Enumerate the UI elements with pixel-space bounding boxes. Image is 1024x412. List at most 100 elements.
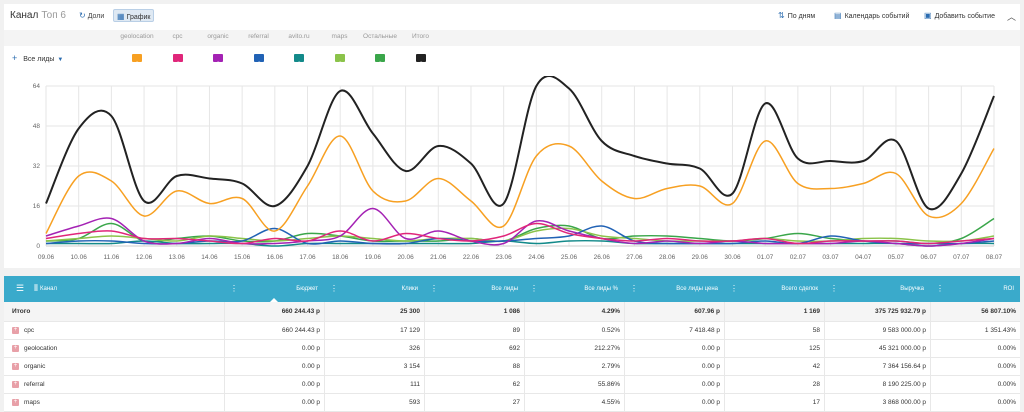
legend-swatch[interactable]	[415, 54, 426, 65]
table-cell: 692	[424, 340, 524, 357]
column-menu-icon[interactable]: ⋮	[330, 284, 338, 293]
series-toggle-icon	[174, 61, 181, 65]
legend-swatch[interactable]	[294, 54, 304, 65]
cell-value: 25 300	[400, 308, 420, 315]
cell-value: 1 169	[803, 308, 820, 315]
column-menu-icon[interactable]: ⋮	[830, 284, 838, 293]
expand-icon[interactable]: +	[12, 344, 19, 352]
add-icon[interactable]: +	[12, 53, 18, 63]
collapse-icon[interactable]: ︿	[1006, 12, 1016, 22]
cell-value: 4.29%	[601, 308, 620, 315]
column-header[interactable]: ⋮ Все лиды %	[524, 276, 624, 302]
column-menu-icon[interactable]: ⋮	[230, 284, 238, 293]
table-total-row[interactable]: Итого 660 244.43 р 25 300 1 086 4.29% 607.96 …	[4, 302, 1020, 322]
x-tick-label: 09.06	[38, 254, 55, 261]
cell-value: 3 154	[403, 363, 420, 370]
cell-value: 42	[812, 363, 820, 370]
column-header-label: Всего сделок	[781, 286, 818, 292]
column-header-label: Все лиды цена	[676, 286, 718, 292]
column-header[interactable]: ⋮ Клики	[324, 276, 424, 302]
legend-header	[4, 30, 1020, 46]
cell-value: 58	[812, 327, 820, 334]
table-cell: 660 244.43 р	[224, 302, 324, 321]
cell-value: 1 351.43%	[984, 327, 1016, 334]
cell-value: 56 807.10%	[981, 308, 1016, 315]
add-event-button[interactable]: ▣ Добавить событие	[924, 11, 995, 20]
legend-swatch[interactable]	[213, 54, 223, 65]
column-header[interactable]: ⋮ Выручка	[824, 276, 930, 302]
expand-icon[interactable]: +	[12, 398, 19, 406]
cell-value: 0.00 р	[701, 363, 720, 370]
x-tick-label: 03.07	[822, 254, 839, 261]
cell-value: 55.86%	[597, 381, 620, 388]
series-toggle-icon	[376, 61, 384, 65]
table-cell: 25 300	[324, 302, 424, 321]
table-cell: 56 807.10%	[930, 302, 1020, 321]
x-tick-label: 06.07	[920, 254, 937, 261]
column-header-label: Выручка	[900, 286, 924, 292]
column-menu-icon[interactable]: ⋮	[630, 284, 638, 293]
table-cell: 0.00 р	[624, 358, 724, 375]
cell-value: 111	[410, 381, 420, 388]
shares-button[interactable]: ↻ Доли	[76, 9, 107, 22]
data-table: ☰ ⦀ Канал ⋮ Бюджет ⋮ Клики ⋮ Все лиды ⋮ Все лиды…	[4, 276, 1020, 412]
expand-icon[interactable]: +	[12, 326, 19, 334]
table-cell: 42	[724, 358, 824, 375]
legend-label: avito.ru	[288, 33, 310, 40]
cell-value: 692	[509, 345, 520, 352]
cell-value: maps	[24, 399, 40, 406]
calendar-button[interactable]: ▤ Календарь событий	[834, 11, 909, 20]
column-header[interactable]: ⋮ Бюджет	[224, 276, 324, 302]
columns-icon[interactable]: ⦀	[34, 283, 38, 293]
table-row[interactable]: + maps 0.00 р 593 27 4.55% 0.00 р 17 3 868 000.0…	[4, 394, 1020, 412]
legend-swatch[interactable]	[172, 54, 183, 65]
column-header[interactable]: ⋮ ROI	[930, 276, 1020, 302]
table-cell: 0.00%	[930, 394, 1020, 411]
menu-icon[interactable]: ☰	[16, 283, 25, 293]
legend-label: maps	[331, 33, 348, 40]
x-tick-label: 11.06	[103, 254, 119, 261]
metric-selector[interactable]: + Все лиды ▼	[12, 53, 63, 63]
legend-swatch[interactable]	[132, 54, 142, 65]
table-row[interactable]: + referral 0.00 р 111 62 55.86% 0.00 р 28 8 190 …	[4, 376, 1020, 394]
calendar-icon: ▤	[834, 11, 842, 20]
x-tick-label: 16.06	[267, 254, 284, 261]
table-cell: 89	[424, 322, 524, 339]
cell-value: 212.27%	[594, 345, 620, 352]
legend-swatch[interactable]	[253, 54, 264, 65]
cell-value: 326	[409, 345, 420, 352]
cell-value: 0.00 р	[701, 381, 720, 388]
series-toggle-icon	[214, 61, 222, 65]
cell-value: cpc	[24, 327, 35, 334]
column-header[interactable]: ⋮ Все лиды цена	[624, 276, 724, 302]
expand-icon[interactable]: +	[12, 380, 19, 388]
cell-value: 0.00 р	[701, 345, 720, 352]
legend-swatch[interactable]	[375, 54, 385, 65]
column-menu-icon[interactable]: ⋮	[936, 284, 944, 293]
table-cell: + cpc	[4, 322, 224, 339]
column-header[interactable]: ⋮ Все лиды	[424, 276, 524, 302]
chart-icon: ▦	[117, 12, 125, 21]
legend-label: organic	[207, 33, 229, 40]
cell-value: 4.55%	[601, 399, 620, 406]
series-line	[45, 222, 995, 245]
table-cell: 0.00%	[930, 376, 1020, 393]
table-row[interactable]: + cpc 660 244.43 р 17 129 89 0.52% 7 418.48 р 5…	[4, 322, 1020, 340]
column-header[interactable]: ⋮ Всего сделок	[724, 276, 824, 302]
table-row[interactable]: + geolocation 0.00 р 326 692 212.27% 0.00 р 125…	[4, 340, 1020, 358]
column-menu-icon[interactable]: ⋮	[530, 284, 538, 293]
column-menu-icon[interactable]: ⋮	[730, 284, 738, 293]
table-cell: 58	[724, 322, 824, 339]
by-days-button[interactable]: ⇅ По дням	[778, 11, 815, 20]
expand-icon[interactable]: +	[12, 362, 19, 370]
x-tick-label: 27.06	[626, 254, 643, 261]
cell-value: 27	[512, 399, 520, 406]
x-tick-label: 14.06	[201, 254, 218, 261]
y-tick-label: 16	[33, 203, 41, 210]
charts-button[interactable]: ▦ График	[113, 9, 155, 22]
table-row[interactable]: + organic 0.00 р 3 154 88 2.79% 0.00 р 42 7 364 …	[4, 358, 1020, 376]
column-menu-icon[interactable]: ⋮	[430, 284, 438, 293]
column-header[interactable]: Канал	[4, 276, 224, 302]
cell-value: 125	[809, 345, 820, 352]
legend-swatch[interactable]	[334, 54, 345, 65]
